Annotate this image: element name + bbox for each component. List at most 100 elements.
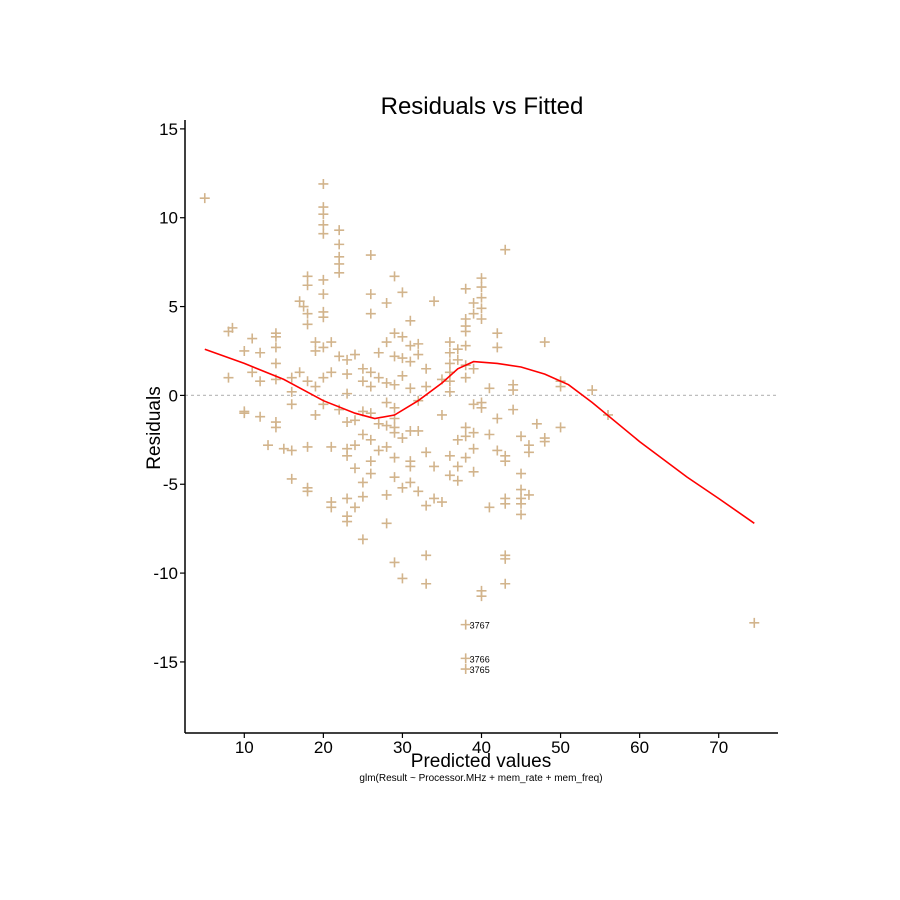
residual-points — [199, 178, 760, 675]
data-point — [460, 452, 471, 463]
data-point — [555, 422, 566, 433]
data-point — [318, 289, 329, 300]
chart-title: Residuals vs Fitted — [381, 93, 584, 120]
data-point — [255, 347, 266, 358]
data-point — [381, 489, 392, 500]
data-point — [302, 441, 313, 452]
data-point — [326, 337, 337, 348]
data-point — [460, 653, 471, 664]
data-point — [373, 372, 384, 383]
data-point — [587, 385, 598, 396]
data-point — [270, 358, 281, 369]
data-point — [429, 461, 440, 472]
data-point — [516, 509, 527, 520]
data-point — [334, 267, 345, 278]
data-point — [429, 493, 440, 504]
data-point — [500, 244, 511, 255]
y-tick-label: 15 — [159, 120, 178, 139]
data-point — [468, 363, 479, 374]
data-point — [389, 452, 400, 463]
data-point — [239, 406, 250, 417]
data-point — [405, 461, 416, 472]
data-point — [227, 322, 238, 333]
data-point — [365, 434, 376, 445]
x-tick-label: 30 — [393, 738, 412, 757]
data-point — [342, 450, 353, 461]
data-point — [239, 345, 250, 356]
data-point — [349, 502, 360, 513]
data-point — [484, 502, 495, 513]
data-point — [421, 363, 432, 374]
data-point — [373, 347, 384, 358]
data-point — [436, 409, 447, 420]
data-point — [334, 239, 345, 250]
data-point — [389, 472, 400, 483]
data-point — [397, 573, 408, 584]
data-point — [460, 619, 471, 630]
data-point — [516, 498, 527, 509]
data-point — [476, 591, 487, 602]
data-point — [476, 282, 487, 293]
data-point — [749, 617, 760, 628]
data-point — [539, 436, 550, 447]
data-point — [381, 377, 392, 388]
data-point — [421, 550, 432, 561]
data-point — [389, 557, 400, 568]
data-point — [278, 443, 289, 454]
data-point — [342, 388, 353, 399]
data-point — [444, 358, 455, 369]
data-point — [452, 475, 463, 486]
data-point — [349, 440, 360, 451]
data-point — [302, 271, 313, 282]
data-point — [397, 433, 408, 444]
data-point — [389, 351, 400, 362]
data-point — [476, 273, 487, 284]
data-point — [365, 381, 376, 392]
data-point — [397, 370, 408, 381]
data-point — [342, 493, 353, 504]
data-point — [516, 484, 527, 495]
data-point — [444, 450, 455, 461]
smooth-curve — [204, 348, 755, 524]
data-point — [500, 456, 511, 467]
data-point — [381, 397, 392, 408]
data-point — [357, 477, 368, 488]
data-point — [223, 372, 234, 383]
y-tick-label: -5 — [163, 475, 178, 494]
data-point — [310, 337, 321, 348]
data-point — [365, 468, 376, 479]
outlier-label: 3765 — [470, 665, 490, 675]
x-tick-label: 70 — [709, 738, 728, 757]
data-point — [444, 470, 455, 481]
data-point — [302, 486, 313, 497]
data-point — [484, 429, 495, 440]
data-point — [302, 319, 313, 330]
data-point — [444, 337, 455, 348]
x-tick-label: 10 — [235, 738, 254, 757]
data-point — [326, 502, 337, 513]
x-tick-label: 20 — [314, 738, 333, 757]
data-point — [286, 445, 297, 456]
data-point — [429, 296, 440, 307]
data-point — [405, 340, 416, 351]
data-point — [397, 482, 408, 493]
data-point — [349, 349, 360, 360]
data-point — [460, 372, 471, 383]
data-point — [318, 306, 329, 317]
data-point — [421, 447, 432, 458]
data-point — [318, 202, 329, 213]
data-point — [476, 292, 487, 303]
data-point — [421, 381, 432, 392]
data-point — [373, 445, 384, 456]
data-point — [460, 422, 471, 433]
data-point — [357, 376, 368, 387]
data-point — [294, 296, 305, 307]
outlier-label: 3766 — [470, 654, 490, 664]
data-point — [460, 283, 471, 294]
data-point — [247, 333, 258, 344]
data-point — [444, 376, 455, 387]
data-point — [302, 280, 313, 291]
data-point — [381, 337, 392, 348]
